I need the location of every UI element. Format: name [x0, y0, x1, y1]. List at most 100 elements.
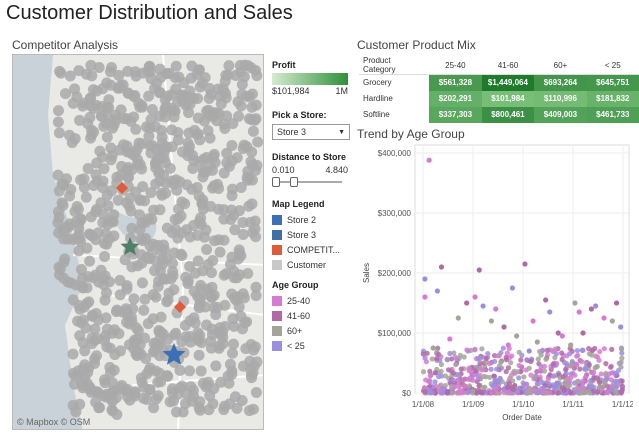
- data-point[interactable]: [572, 372, 578, 378]
- data-point[interactable]: [574, 379, 581, 385]
- data-point[interactable]: [452, 354, 458, 360]
- data-point[interactable]: [583, 366, 589, 372]
- data-point[interactable]: [434, 288, 440, 294]
- data-point[interactable]: [450, 377, 456, 383]
- table-cell[interactable]: $181,832: [586, 90, 639, 107]
- customer-point[interactable]: [156, 131, 168, 143]
- customer-point[interactable]: [146, 104, 158, 116]
- data-point[interactable]: [483, 355, 489, 361]
- data-point[interactable]: [504, 389, 510, 396]
- row-header[interactable]: Hardline: [359, 90, 430, 107]
- customer-point[interactable]: [81, 282, 93, 294]
- customer-point[interactable]: [118, 139, 130, 151]
- customer-point[interactable]: [236, 78, 248, 90]
- customer-point[interactable]: [127, 303, 139, 315]
- data-point[interactable]: [429, 356, 435, 362]
- customer-point[interactable]: [126, 222, 138, 234]
- customer-point[interactable]: [229, 224, 241, 236]
- customer-point[interactable]: [145, 187, 157, 199]
- customer-point[interactable]: [235, 310, 247, 322]
- customer-point[interactable]: [201, 319, 213, 331]
- customer-point[interactable]: [240, 343, 252, 355]
- customer-point[interactable]: [80, 191, 92, 203]
- table-cell[interactable]: $461,733: [586, 106, 639, 123]
- column-header[interactable]: 41-60: [481, 56, 535, 75]
- data-point[interactable]: [549, 348, 556, 354]
- data-point[interactable]: [543, 356, 549, 362]
- customer-point[interactable]: [134, 101, 146, 113]
- customer-point[interactable]: [182, 278, 194, 290]
- customer-point[interactable]: [136, 277, 148, 289]
- data-point[interactable]: [472, 368, 478, 374]
- data-point[interactable]: [477, 360, 483, 367]
- data-point[interactable]: [447, 350, 453, 357]
- customer-point[interactable]: [191, 229, 203, 241]
- legend-item[interactable]: Customer: [272, 257, 354, 272]
- data-point[interactable]: [427, 368, 433, 374]
- data-point[interactable]: [589, 384, 595, 390]
- customer-point[interactable]: [73, 245, 85, 257]
- customer-point[interactable]: [252, 136, 263, 148]
- data-point[interactable]: [507, 375, 513, 382]
- data-point[interactable]: [579, 385, 585, 391]
- data-point[interactable]: [589, 352, 595, 358]
- customer-point[interactable]: [204, 390, 216, 402]
- data-point[interactable]: [619, 378, 625, 384]
- data-point[interactable]: [532, 374, 538, 381]
- customer-point[interactable]: [150, 291, 162, 303]
- customer-point[interactable]: [152, 390, 164, 402]
- row-header[interactable]: Softline: [359, 106, 430, 123]
- customer-point[interactable]: [237, 288, 249, 300]
- customer-point[interactable]: [105, 154, 117, 166]
- data-point[interactable]: [457, 390, 463, 396]
- data-point[interactable]: [553, 383, 559, 389]
- customer-point[interactable]: [124, 192, 136, 204]
- data-point[interactable]: [472, 346, 478, 352]
- customer-point[interactable]: [196, 197, 208, 209]
- data-point[interactable]: [576, 309, 582, 315]
- slider-handle-min[interactable]: [272, 177, 280, 187]
- customer-point[interactable]: [90, 169, 102, 181]
- data-point[interactable]: [500, 345, 506, 351]
- data-point[interactable]: [514, 333, 520, 339]
- data-point[interactable]: [619, 350, 625, 356]
- data-point[interactable]: [464, 347, 470, 353]
- customer-point[interactable]: [241, 141, 253, 153]
- data-point[interactable]: [547, 309, 553, 315]
- data-point[interactable]: [555, 390, 561, 396]
- data-point[interactable]: [442, 373, 448, 379]
- data-point[interactable]: [492, 358, 498, 364]
- data-point[interactable]: [597, 383, 603, 390]
- customer-point[interactable]: [59, 88, 71, 100]
- legend-item[interactable]: Store 3: [272, 227, 354, 242]
- customer-point[interactable]: [89, 357, 101, 369]
- customer-point[interactable]: [183, 145, 195, 157]
- data-point[interactable]: [618, 359, 624, 365]
- customer-point[interactable]: [226, 347, 238, 359]
- data-point[interactable]: [510, 387, 516, 393]
- customer-point[interactable]: [194, 134, 206, 146]
- data-point[interactable]: [434, 355, 440, 362]
- customer-point[interactable]: [223, 60, 235, 72]
- customer-point[interactable]: [156, 246, 168, 258]
- data-point[interactable]: [618, 324, 624, 330]
- customer-point[interactable]: [247, 125, 259, 137]
- customer-point[interactable]: [241, 171, 253, 183]
- data-point[interactable]: [559, 356, 565, 363]
- customer-point[interactable]: [177, 406, 189, 418]
- customer-point[interactable]: [52, 116, 64, 128]
- customer-point[interactable]: [224, 358, 236, 370]
- customer-point[interactable]: [250, 290, 262, 302]
- customer-point[interactable]: [139, 293, 151, 305]
- customer-point[interactable]: [85, 93, 97, 105]
- data-point[interactable]: [521, 381, 527, 388]
- table-cell[interactable]: $1,449,064: [481, 74, 535, 91]
- customer-point[interactable]: [162, 333, 174, 345]
- customer-point[interactable]: [181, 224, 193, 236]
- customer-point[interactable]: [93, 402, 105, 414]
- data-point[interactable]: [432, 370, 438, 376]
- customer-point[interactable]: [149, 82, 161, 94]
- customer-point[interactable]: [122, 65, 134, 77]
- data-point[interactable]: [479, 390, 485, 396]
- customer-point[interactable]: [207, 254, 219, 266]
